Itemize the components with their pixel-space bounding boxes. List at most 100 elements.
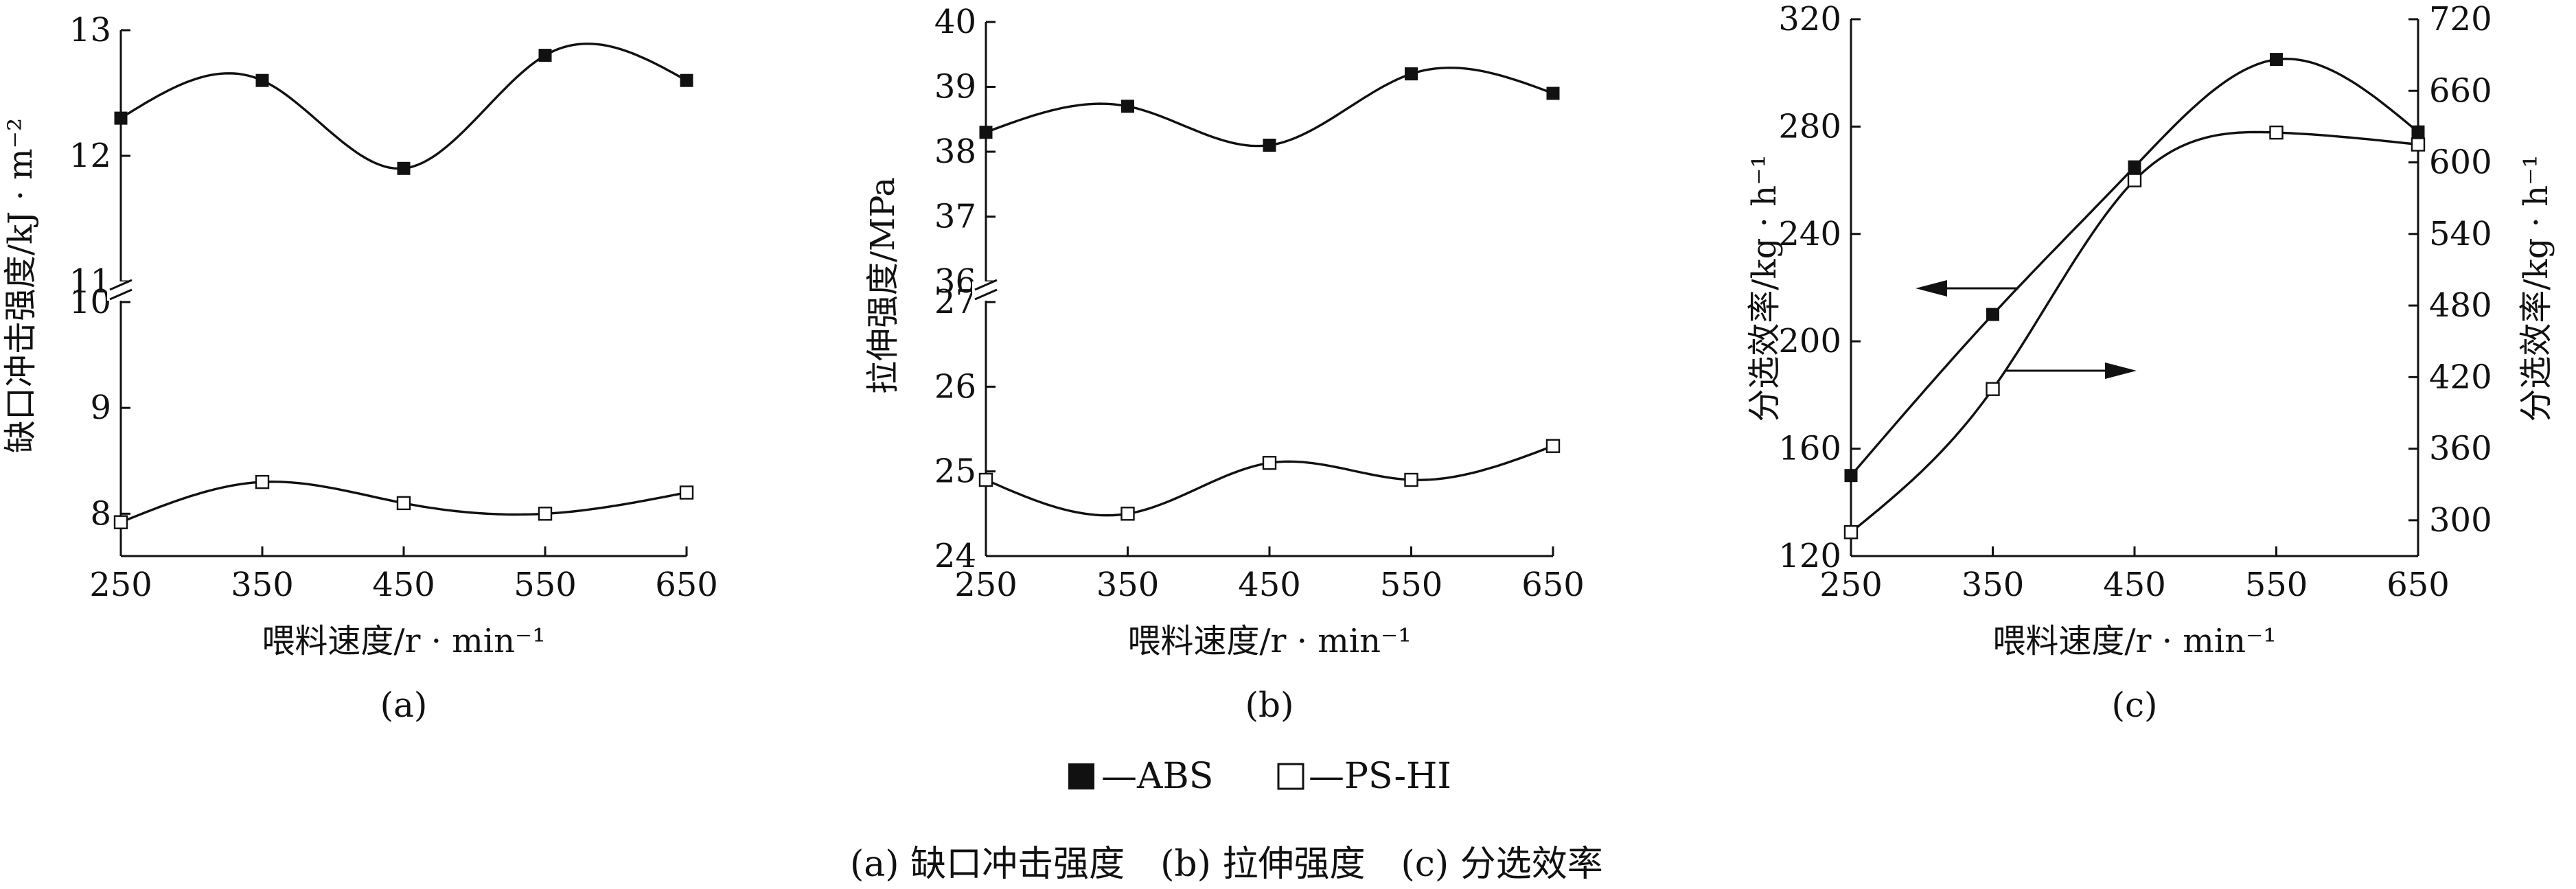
series-abs-point	[2270, 53, 2283, 67]
series-abs-point	[1546, 86, 1560, 100]
y-tick-label: 12	[69, 137, 111, 175]
series-abs-curve	[120, 42, 687, 170]
y-tick-label: 26	[934, 367, 976, 406]
series-ps-hi-point	[1843, 525, 1859, 540]
x-tick-label: 450	[1238, 566, 1301, 604]
y-axis-label: 缺口冲击强度/kJ · m⁻²	[1, 118, 40, 453]
series-ps-hi-point	[255, 474, 270, 489]
series-abs-point	[114, 111, 128, 125]
y-tick-label: 9	[90, 389, 111, 427]
y-tick-label-right: 540	[2429, 215, 2492, 253]
x-axis-label: 喂料速度/r · min⁻¹	[1127, 622, 1411, 660]
series-ps-hi-point	[538, 507, 553, 521]
x-tick-label: 550	[2245, 566, 2308, 604]
y-tick-label-right: 600	[2429, 143, 2492, 182]
y-tick-label-left: 240	[1778, 215, 1841, 253]
x-tick-label: 250	[89, 566, 152, 604]
y-tick-label-right: 480	[2429, 286, 2492, 325]
x-tick-label: 350	[231, 566, 294, 604]
x-tick-label: 250	[954, 566, 1017, 604]
figure-caption: (a) 缺口冲击强度 (b) 拉伸强度 (c) 分选效率	[850, 844, 1603, 885]
y-tick-label: 24	[934, 537, 976, 575]
x-tick-label: 550	[514, 566, 577, 604]
series-abs-point	[1986, 308, 1999, 321]
series-ps-hi-point	[113, 515, 128, 529]
x-tick-label: 650	[2387, 566, 2450, 604]
series-abs-point	[255, 73, 269, 87]
y-tick-label-left: 160	[1778, 430, 1841, 468]
series-ps-hi-point	[978, 472, 993, 487]
series-ps-hi-point	[2411, 137, 2426, 152]
axis-break-mark-slash-2	[974, 288, 998, 301]
y-tick-label-left: 200	[1778, 322, 1841, 360]
series-abs-point	[1263, 139, 1276, 152]
series-ps-hi-point	[2269, 125, 2284, 140]
arrow-left-head	[1916, 280, 1947, 297]
y-tick-label-left: 320	[1778, 0, 1841, 38]
y-tick-label: 13	[69, 11, 111, 49]
series-abs-curve	[1850, 57, 2419, 476]
y-tick-label-left: 280	[1778, 107, 1841, 146]
y-tick-label-left: 120	[1778, 537, 1841, 575]
panel-a-chart: 11 12 13 8 9 10 250 350 450 550 650 缺口冲击强度/kJ · m⁻²…	[1, 11, 718, 725]
series-ps-hi-point	[1120, 507, 1135, 521]
axis-break-mark	[972, 279, 1000, 301]
x-tick-label: 550	[1380, 566, 1443, 604]
y-tick-label-right: 360	[2429, 430, 2492, 468]
series-ps-hi-curve	[1850, 130, 2419, 533]
y-tick-label: 36	[934, 262, 976, 301]
series-abs-point	[2411, 125, 2425, 139]
y-tick-label: 10	[69, 283, 111, 321]
x-tick-label: 350	[1096, 566, 1160, 604]
series-abs-point	[538, 49, 552, 62]
x-tick-label: 650	[1521, 566, 1585, 604]
x-axis-label: 喂料速度/r · min⁻¹	[1992, 622, 2276, 660]
series-ps-hi-point	[396, 496, 411, 511]
y-tick-label: 38	[934, 132, 976, 171]
series-abs-point	[1121, 100, 1134, 113]
series-ps-hi-point	[1262, 456, 1277, 470]
y-tick-label: 40	[934, 3, 976, 41]
x-tick-label: 350	[1962, 566, 2025, 604]
series-ps-hi-point	[679, 485, 694, 500]
x-tick-label: 650	[655, 566, 718, 604]
series-abs-point	[1844, 469, 1858, 483]
y-tick-label-right: 660	[2429, 71, 2492, 110]
y-axis-label: 拉伸强度/MPa	[864, 177, 902, 394]
series-ps-hi-point	[1986, 382, 2000, 396]
y-tick-label: 37	[934, 198, 976, 236]
series-abs-point	[2128, 160, 2141, 174]
series-abs-curve	[985, 66, 1554, 148]
y-tick-label: 27	[934, 283, 976, 321]
x-tick-label: 450	[2103, 566, 2166, 604]
legend-pshi-label: —PS-HI	[1309, 756, 1451, 797]
y-tick-label: 11	[69, 262, 111, 301]
series-abs-point	[680, 73, 693, 87]
y-tick-label-right: 420	[2429, 358, 2492, 396]
series-ps-hi-point	[2127, 173, 2142, 187]
panel-label: (c)	[2111, 685, 2157, 725]
axis-break-mark	[107, 279, 135, 301]
legend-pshi-marker	[1277, 763, 1304, 790]
x-tick-label: 250	[1819, 566, 1883, 604]
legend-abs-marker	[1068, 763, 1094, 789]
axis-break-mark-slash-2	[109, 288, 133, 301]
legend: —ABS —PS-HI	[1068, 756, 1451, 797]
y-axis-label-right: 分选效率/kg · h⁻¹	[2517, 154, 2555, 422]
x-tick-label: 450	[372, 566, 435, 604]
series-ps-hi-point	[1404, 472, 1418, 487]
axis-break-mark-slash-1	[109, 279, 133, 291]
panel-label: (b)	[1245, 685, 1293, 725]
series-abs-point	[1405, 67, 1418, 81]
axis-break-mark-slash-1	[974, 279, 998, 291]
series-abs-point	[397, 161, 411, 175]
x-axis-label: 喂料速度/r · min⁻¹	[262, 622, 545, 660]
y-tick-label-right: 720	[2429, 0, 2492, 38]
panel-label: (a)	[380, 685, 428, 725]
series-ps-hi-point	[1545, 439, 1561, 453]
y-tick-label-right: 300	[2429, 501, 2492, 540]
arrow-right-head	[2105, 362, 2137, 379]
legend-abs-label: —ABS	[1101, 756, 1213, 797]
y-axis-label-left: 分选效率/kg · h⁻¹	[1745, 154, 1784, 422]
